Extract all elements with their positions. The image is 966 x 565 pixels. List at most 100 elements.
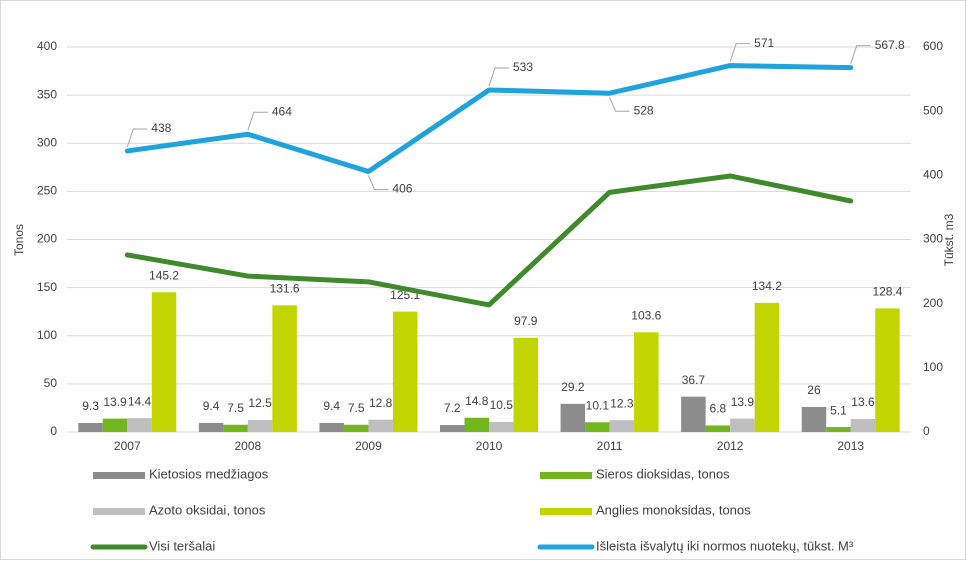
- line: [124, 173, 854, 308]
- data-label: 12.8: [369, 396, 393, 410]
- bar: [127, 418, 152, 432]
- bar: [705, 425, 731, 432]
- data-label: 29.2: [561, 380, 585, 394]
- y-tick-label: 100: [37, 328, 57, 342]
- data-label: 12.5: [248, 396, 272, 410]
- leader-line: [247, 111, 268, 131]
- line-data-label: 464: [272, 104, 292, 118]
- data-label: 14.4: [128, 394, 152, 408]
- data-label: 7.5: [227, 401, 244, 415]
- leader-line: [850, 45, 871, 64]
- bar: [343, 424, 369, 432]
- y2-tick-label: 400: [923, 168, 943, 182]
- y-tick-label: 0: [50, 424, 57, 438]
- bar: [560, 403, 586, 432]
- data-label: 12.3: [610, 396, 634, 410]
- leader-line: [609, 97, 630, 112]
- bar: [489, 421, 514, 432]
- y2-tick-label: 500: [923, 103, 943, 117]
- y2-tick-label: 0: [923, 424, 930, 438]
- y-tick-label: 150: [37, 280, 57, 294]
- y2-tick-label: 600: [923, 39, 943, 53]
- data-label: 97.9: [514, 314, 538, 328]
- data-label: 6.8: [710, 402, 727, 416]
- bar: [102, 418, 128, 432]
- data-label: 5.1: [830, 403, 847, 417]
- legend-label: Anglies monoksidas, tonos: [596, 502, 751, 517]
- legend-label: Visi teršalai: [149, 538, 215, 553]
- bar: [585, 422, 610, 432]
- y-tick-label: 400: [37, 39, 57, 53]
- x-tick-label: 2011: [597, 439, 623, 453]
- y-tick-label: 350: [37, 87, 57, 101]
- x-tick-label: 2013: [837, 439, 864, 453]
- line-data-label: 567.8: [875, 38, 905, 52]
- y2-axis-title: Tūkst. m3: [942, 213, 956, 266]
- data-label: 7.2: [444, 401, 461, 415]
- y-axis-title: Tonos: [12, 224, 26, 256]
- legend-swatch: [93, 472, 145, 479]
- data-label: 9.3: [82, 399, 99, 413]
- bar: [634, 332, 659, 432]
- legend-label: Kietosios medžiagos: [149, 466, 269, 481]
- legend-label: Azoto oksidai, tonos: [149, 502, 266, 517]
- bar: [151, 292, 177, 432]
- x-tick-label: 2008: [235, 439, 262, 453]
- bar: [78, 423, 103, 432]
- data-label: 13.9: [731, 395, 755, 409]
- y2-tick-label: 200: [923, 296, 943, 310]
- y2-tick-label: 300: [923, 232, 943, 246]
- x-tick-label: 2007: [114, 439, 141, 453]
- leader-line: [488, 67, 509, 87]
- bar: [875, 308, 900, 432]
- y-tick-label: 50: [44, 376, 58, 390]
- leader-line: [367, 175, 389, 190]
- bar: [801, 406, 827, 432]
- leader-line: [126, 128, 148, 148]
- line-data-label: 438: [151, 121, 171, 135]
- legend-swatch: [93, 508, 145, 515]
- data-label: 10.1: [586, 398, 610, 412]
- data-label: 9.4: [203, 399, 220, 413]
- data-label: 128.4: [872, 285, 902, 299]
- leader-line: [729, 43, 751, 62]
- bar: [272, 305, 297, 432]
- x-tick-label: 2009: [355, 439, 382, 453]
- y-tick-label: 300: [37, 135, 57, 149]
- data-label: 145.2: [149, 268, 179, 282]
- legend-label: Išleista išvalytų iki normos nuotekų, tū…: [596, 538, 854, 553]
- bar: [440, 425, 465, 432]
- data-label: 13.9: [103, 395, 127, 409]
- bar: [730, 418, 755, 432]
- data-label: 9.4: [323, 399, 340, 413]
- legend-swatch: [540, 508, 592, 515]
- y2-tick-label: 100: [923, 360, 943, 374]
- bar: [826, 427, 851, 432]
- data-label: 131.6: [270, 282, 300, 296]
- bar: [319, 422, 344, 432]
- legend-label: Sieros dioksidas, tonos: [596, 466, 730, 481]
- line-data-label: 528: [634, 103, 654, 117]
- x-tick-label: 2010: [476, 439, 503, 453]
- y-tick-label: 200: [37, 232, 57, 246]
- bar: [368, 419, 393, 432]
- data-label: 13.6: [851, 395, 875, 409]
- bar: [247, 419, 273, 432]
- data-label: 14.8: [465, 394, 489, 408]
- bar: [850, 418, 876, 432]
- bar: [223, 424, 248, 432]
- bar: [513, 337, 538, 432]
- data-label: 36.7: [682, 373, 706, 387]
- bar: [464, 417, 489, 432]
- line-data-label: 571: [754, 36, 774, 50]
- data-label: 7.5: [348, 401, 365, 415]
- bar: [754, 302, 780, 432]
- line-data-label: 533: [513, 60, 533, 74]
- bar: [681, 396, 706, 432]
- x-tick-label: 2012: [717, 439, 744, 453]
- y-tick-label: 250: [37, 184, 57, 198]
- bar: [609, 420, 635, 432]
